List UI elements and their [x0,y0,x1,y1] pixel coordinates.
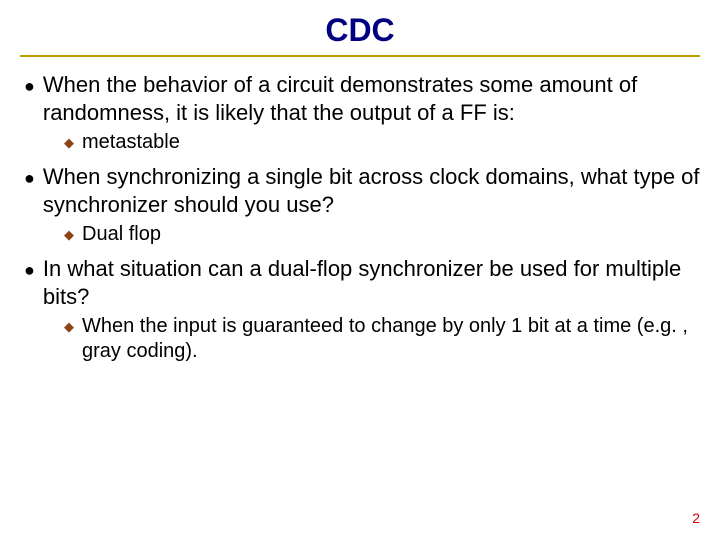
diamond-bullet-icon: ◆ [64,135,74,151]
title-rule [20,55,700,57]
circle-bullet-icon: ● [24,167,35,190]
bullet-text: When the behavior of a circuit demonstra… [43,71,700,126]
page-number: 2 [692,510,700,526]
circle-bullet-icon: ● [24,75,35,98]
bullet-text: metastable [82,130,180,155]
bullet-level1: ● When synchronizing a single bit across… [24,163,700,218]
bullet-level2: ◆ metastable [64,130,700,155]
bullet-text: In what situation can a dual-flop synchr… [43,255,700,310]
bullet-level1: ● When the behavior of a circuit demonst… [24,71,700,126]
diamond-bullet-icon: ◆ [64,227,74,243]
circle-bullet-icon: ● [24,259,35,282]
bullet-level2: ◆ Dual flop [64,222,700,247]
bullet-level1: ● In what situation can a dual-flop sync… [24,255,700,310]
diamond-bullet-icon: ◆ [64,319,74,335]
bullet-text: When synchronizing a single bit across c… [43,163,700,218]
slide: CDC ● When the behavior of a circuit dem… [0,0,720,540]
bullet-text: Dual flop [82,222,161,247]
bullet-level2: ◆ When the input is guaranteed to change… [64,314,700,364]
slide-title: CDC [20,12,700,49]
bullet-text: When the input is guaranteed to change b… [82,314,700,364]
